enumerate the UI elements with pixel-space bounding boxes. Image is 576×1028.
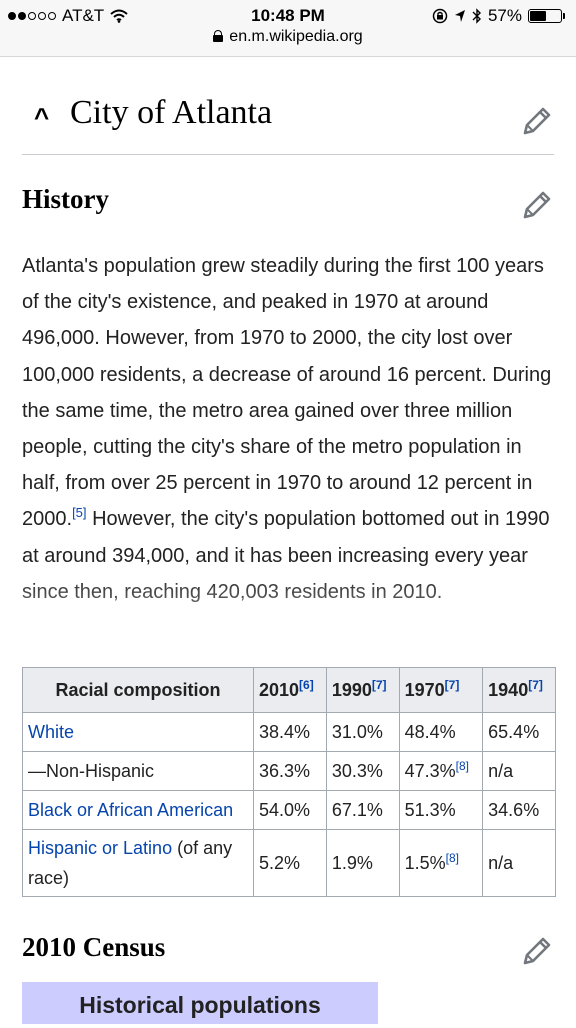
location-arrow-icon [454, 10, 465, 22]
table-cell: 38.4% [253, 712, 327, 752]
battery-percent: 57% [487, 6, 522, 25]
url-bar[interactable]: en.m.wikipedia.org [0, 28, 576, 46]
carrier-label: AT&T [62, 6, 105, 25]
row-label: Black or African American [22, 790, 254, 830]
row-label: White [22, 712, 254, 752]
status-left: AT&T [8, 6, 128, 26]
lock-icon [213, 30, 224, 42]
table-cell: 1.9% [325, 829, 400, 897]
year-header: 2010[6] [253, 667, 327, 713]
status-right: 57% [432, 6, 565, 26]
table-header-row: Racial composition 2010[6] 1990[7] 1970[… [22, 667, 556, 713]
chevron-up-icon[interactable]: ^ [34, 102, 50, 132]
table-row: White 38.4% 31.0% 48.4% 65.4% [22, 712, 556, 752]
table-cell: 1.5%[8] [398, 829, 484, 897]
paragraph-text-1: Atlanta's population grew steadily durin… [22, 255, 552, 531]
clock: 10:48 PM [251, 6, 325, 25]
rotation-lock-icon [432, 8, 448, 24]
table-cell: 34.6% [482, 790, 556, 830]
page-title-header: ^ City of Atlanta [22, 88, 554, 155]
history-title: History [22, 184, 109, 214]
year-header: 1990[7] [325, 667, 400, 713]
history-paragraph: Atlanta's population grew steadily durin… [22, 248, 556, 610]
white-link[interactable]: White [28, 721, 75, 742]
black-or-african-american-link[interactable]: Black or African American [28, 799, 234, 820]
bluetooth-icon [472, 8, 481, 24]
row-label-suffix: (of any race) [28, 838, 233, 888]
citation-link[interactable]: [7] [528, 677, 543, 692]
table-cell: 5.2% [253, 829, 327, 897]
table-row: —Non-Hispanic 36.3% 30.3% 47.3%[8] n/a [22, 751, 556, 791]
citation-link[interactable]: [5] [72, 505, 87, 521]
table-cell: 48.4% [398, 712, 484, 752]
pencil-icon[interactable] [520, 934, 554, 968]
table-cell: 51.3% [398, 790, 484, 830]
census-heading: 2010 Census [22, 924, 554, 974]
table-cell: 54.0% [253, 790, 327, 830]
pencil-icon[interactable] [520, 104, 554, 138]
year-header: 1940[7] [482, 667, 556, 713]
census-title: 2010 Census [22, 932, 166, 962]
table-header-label: Racial composition [22, 667, 254, 713]
page-title: City of Atlanta [70, 94, 273, 131]
citation-link[interactable]: [7] [444, 677, 460, 692]
url-text: en.m.wikipedia.org [229, 28, 363, 45]
pencil-icon[interactable] [520, 188, 554, 222]
table-cell: n/a [482, 751, 556, 791]
year-header: 1970[7] [398, 667, 484, 713]
table-cell: 36.3% [253, 751, 327, 791]
status-bar: AT&T 10:48 PM 57% en.m.wikipedia.org [0, 0, 576, 57]
citation-link[interactable]: [7] [371, 677, 387, 692]
table-cell: n/a [482, 829, 556, 897]
history-heading: History [22, 178, 554, 228]
table-row: Black or African American 54.0% 67.1% 51… [22, 790, 556, 830]
table-row: Hispanic or Latino (of any race) 5.2% 1.… [22, 829, 556, 897]
table-cell: 30.3% [325, 751, 400, 791]
table-cell: 31.0% [325, 712, 400, 752]
paragraph-text-2: However, the city's population bottomed … [22, 508, 550, 603]
citation-link[interactable]: [6] [299, 677, 314, 692]
table-cell: 47.3%[8] [398, 751, 484, 791]
table-cell: 67.1% [325, 790, 400, 830]
row-label: —Non-Hispanic [22, 751, 254, 791]
battery-icon [528, 9, 565, 23]
table-cell: 65.4% [482, 712, 556, 752]
citation-link[interactable]: [8] [455, 758, 470, 773]
historical-populations-header: Historical populations [22, 982, 378, 1024]
row-label: Hispanic or Latino (of any race) [22, 829, 254, 897]
hispanic-or-latino-link[interactable]: Hispanic or Latino [28, 838, 173, 858]
citation-link[interactable]: [8] [445, 850, 459, 865]
racial-composition-table: Racial composition 2010[6] 1990[7] 1970[… [22, 667, 556, 897]
wifi-icon [110, 9, 128, 23]
signal-strength-icon [8, 12, 56, 20]
